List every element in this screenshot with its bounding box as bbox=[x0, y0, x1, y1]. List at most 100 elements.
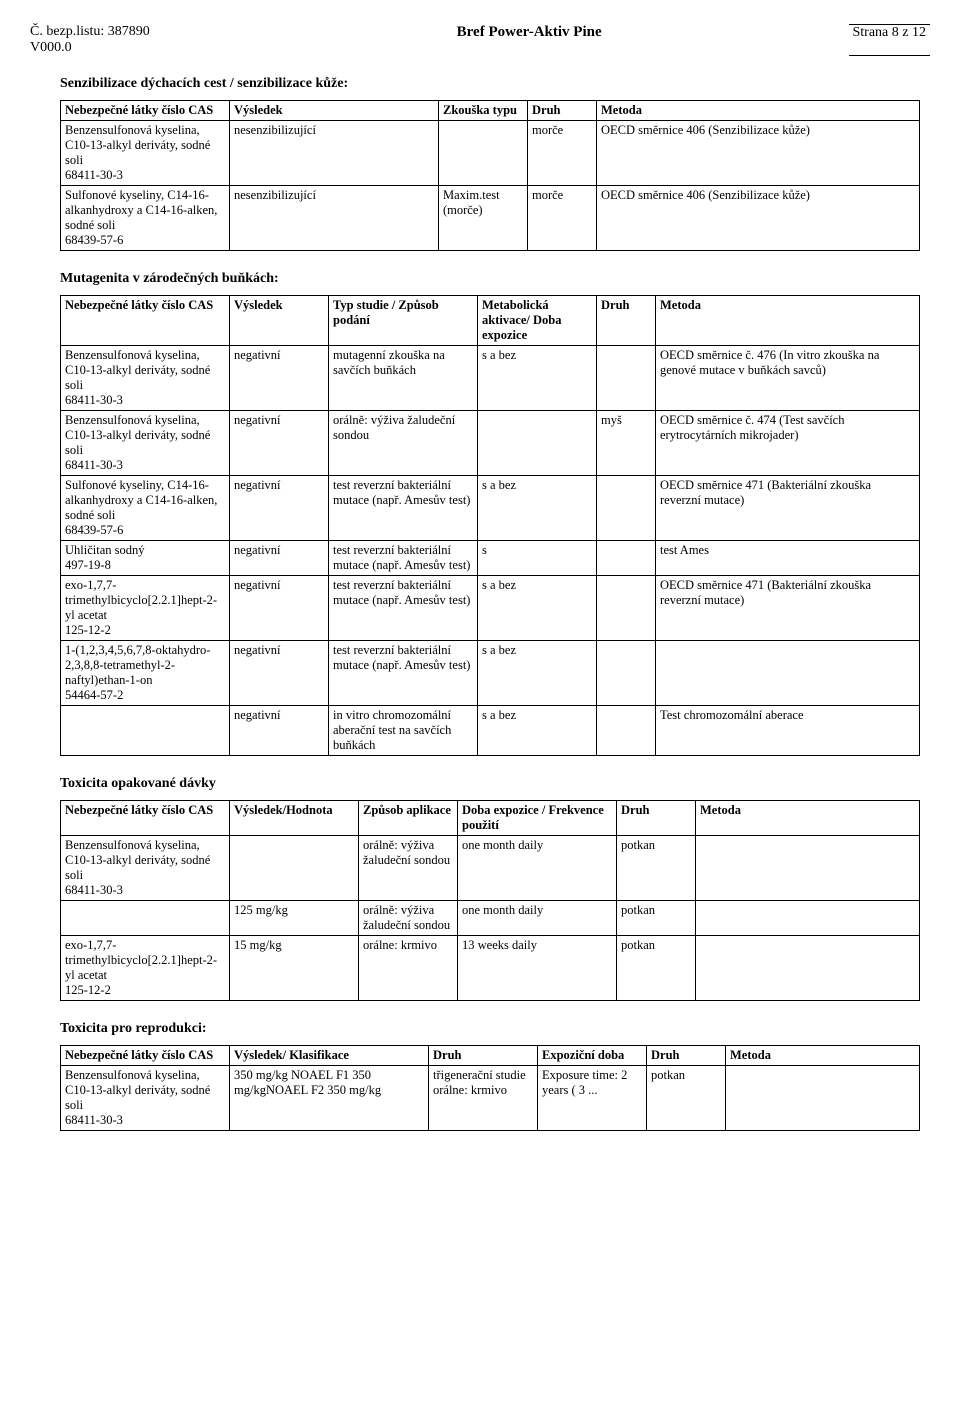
table-cell: test reverzní bakteriální mutace (např. … bbox=[329, 476, 478, 541]
table-cell: one month daily bbox=[458, 901, 617, 936]
table-cell bbox=[696, 836, 920, 901]
table-row: 125 mg/kgorálně: výživa žaludeční sondou… bbox=[61, 901, 920, 936]
table-cell bbox=[597, 576, 656, 641]
col-route: Způsob aplikace bbox=[359, 801, 458, 836]
page-header: Č. bezp.listu: 387890 V000.0 Bref Power-… bbox=[30, 24, 930, 56]
col-method: Metoda bbox=[656, 296, 920, 346]
table-cell: negativní bbox=[230, 706, 329, 756]
col-result-class: Výsledek/ Klasifikace bbox=[230, 1046, 429, 1066]
table-cell: 350 mg/kg NOAEL F1 350 mg/kgNOAEL F2 350… bbox=[230, 1066, 429, 1131]
table-cell: Exposure time: 2 years ( 3 ... bbox=[538, 1066, 647, 1131]
table-cell bbox=[478, 411, 597, 476]
table-cell: potkan bbox=[617, 936, 696, 1001]
table-cell: s a bez bbox=[478, 476, 597, 541]
table-cell: 125 mg/kg bbox=[230, 901, 359, 936]
table-cell: s a bez bbox=[478, 346, 597, 411]
table-cell: Benzensulfonová kyselina, C10-13-alkyl d… bbox=[61, 411, 230, 476]
table-cell: test reverzní bakteriální mutace (např. … bbox=[329, 576, 478, 641]
col-species: Druh bbox=[597, 296, 656, 346]
table-cell: nesenzibilizující bbox=[230, 121, 439, 186]
table-row: Benzensulfonová kyselina, C10-13-alkyl d… bbox=[61, 1066, 920, 1131]
table-cell: s a bez bbox=[478, 641, 597, 706]
col-substance: Nebezpečné látky číslo CAS bbox=[61, 296, 230, 346]
table-row: exo-1,7,7-trimethylbicyclo[2.2.1]hept-2-… bbox=[61, 936, 920, 1001]
table-cell: mutagenní zkouška na savčích buňkách bbox=[329, 346, 478, 411]
table-cell: Sulfonové kyseliny, C14-16-alkanhydroxy … bbox=[61, 476, 230, 541]
col-species2: Druh bbox=[647, 1046, 726, 1066]
table-cell: potkan bbox=[617, 901, 696, 936]
table-cell: 13 weeks daily bbox=[458, 936, 617, 1001]
table-cell: s a bez bbox=[478, 706, 597, 756]
table-cell: myš bbox=[597, 411, 656, 476]
table-cell: negativní bbox=[230, 641, 329, 706]
table-cell bbox=[61, 706, 230, 756]
table-cell: negativní bbox=[230, 576, 329, 641]
table-row: Sulfonové kyseliny, C14-16-alkanhydroxy … bbox=[61, 476, 920, 541]
col-substance: Nebezpečné látky číslo CAS bbox=[61, 801, 230, 836]
col-substance: Nebezpečné látky číslo CAS bbox=[61, 101, 230, 121]
table-cell: 15 mg/kg bbox=[230, 936, 359, 1001]
page-number: Strana 8 z 12 bbox=[849, 24, 930, 56]
sensitization-table: Nebezpečné látky číslo CAS Výsledek Zkou… bbox=[60, 100, 920, 251]
table-cell: OECD směrnice 471 (Bakteriální zkouška r… bbox=[656, 576, 920, 641]
table-cell: in vitro chromozomální aberační test na … bbox=[329, 706, 478, 756]
table-row: Benzensulfonová kyselina, C10-13-alkyl d… bbox=[61, 836, 920, 901]
table-cell: negativní bbox=[230, 541, 329, 576]
document-title: Bref Power-Aktiv Pine bbox=[457, 24, 602, 56]
table-cell: Sulfonové kyseliny, C14-16-alkanhydroxy … bbox=[61, 186, 230, 251]
table-cell: OECD směrnice č. 474 (Test savčích erytr… bbox=[656, 411, 920, 476]
mutagenicity-table: Nebezpečné látky číslo CAS Výsledek Typ … bbox=[60, 295, 920, 756]
table-cell: OECD směrnice č. 476 (In vitro zkouška n… bbox=[656, 346, 920, 411]
table-cell: nesenzibilizující bbox=[230, 186, 439, 251]
col-duration: Doba expozice / Frekvence použití bbox=[458, 801, 617, 836]
table-cell bbox=[696, 901, 920, 936]
col-exposure: Expoziční doba bbox=[538, 1046, 647, 1066]
table-cell: negativní bbox=[230, 411, 329, 476]
section-reproduction-title: Toxicita pro reprodukci: bbox=[60, 1021, 930, 1037]
table-cell: Benzensulfonová kyselina, C10-13-alkyl d… bbox=[61, 836, 230, 901]
section-sensitization-title: Senzibilizace dýchacích cest / senzibili… bbox=[60, 76, 930, 92]
repeated-dose-table: Nebezpečné látky číslo CAS Výsledek/Hodn… bbox=[60, 800, 920, 1001]
table-cell bbox=[696, 936, 920, 1001]
table-row: 1-(1,2,3,4,5,6,7,8-oktahydro-2,3,8,8-tet… bbox=[61, 641, 920, 706]
table-cell bbox=[439, 121, 528, 186]
table-cell: Maxim.test (morče) bbox=[439, 186, 528, 251]
table-row: exo-1,7,7-trimethylbicyclo[2.2.1]hept-2-… bbox=[61, 576, 920, 641]
col-substance: Nebezpečné látky číslo CAS bbox=[61, 1046, 230, 1066]
col-method: Metoda bbox=[597, 101, 920, 121]
table-cell: one month daily bbox=[458, 836, 617, 901]
table-cell: potkan bbox=[647, 1066, 726, 1131]
table-cell: morče bbox=[528, 121, 597, 186]
table-cell: test reverzní bakteriální mutace (např. … bbox=[329, 541, 478, 576]
reproduction-table: Nebezpečné látky číslo CAS Výsledek/ Kla… bbox=[60, 1045, 920, 1131]
table-cell bbox=[597, 541, 656, 576]
col-testtype: Zkouška typu bbox=[439, 101, 528, 121]
table-cell: Benzensulfonová kyselina, C10-13-alkyl d… bbox=[61, 346, 230, 411]
table-cell: exo-1,7,7-trimethylbicyclo[2.2.1]hept-2-… bbox=[61, 936, 230, 1001]
table-row: Sulfonové kyseliny, C14-16-alkanhydroxy … bbox=[61, 186, 920, 251]
table-cell bbox=[230, 836, 359, 901]
section-repeated-dose-title: Toxicita opakované dávky bbox=[60, 776, 930, 792]
table-cell: orálně: výživa žaludeční sondou bbox=[359, 901, 458, 936]
col-result-value: Výsledek/Hodnota bbox=[230, 801, 359, 836]
table-cell: Benzensulfonová kyselina, C10-13-alkyl d… bbox=[61, 121, 230, 186]
col-result: Výsledek bbox=[230, 296, 329, 346]
col-activation: Metabolická aktivace/ Doba expozice bbox=[478, 296, 597, 346]
table-cell: třigenerační studie orálne: krmivo bbox=[429, 1066, 538, 1131]
col-method: Metoda bbox=[726, 1046, 920, 1066]
col-species: Druh bbox=[617, 801, 696, 836]
table-cell: morče bbox=[528, 186, 597, 251]
table-cell: negativní bbox=[230, 476, 329, 541]
table-cell: exo-1,7,7-trimethylbicyclo[2.2.1]hept-2-… bbox=[61, 576, 230, 641]
table-row: Uhličitan sodný 497-19-8negativnítest re… bbox=[61, 541, 920, 576]
table-cell: orálně: výživa žaludeční sondou bbox=[359, 836, 458, 901]
table-cell bbox=[597, 641, 656, 706]
table-cell: potkan bbox=[617, 836, 696, 901]
table-row: Benzensulfonová kyselina, C10-13-alkyl d… bbox=[61, 346, 920, 411]
table-cell: OECD směrnice 471 (Bakteriální zkouška r… bbox=[656, 476, 920, 541]
table-cell: orálne: krmivo bbox=[359, 936, 458, 1001]
col-result: Výsledek bbox=[230, 101, 439, 121]
table-cell bbox=[726, 1066, 920, 1131]
col-species: Druh bbox=[528, 101, 597, 121]
table-cell: Test chromozomální aberace bbox=[656, 706, 920, 756]
